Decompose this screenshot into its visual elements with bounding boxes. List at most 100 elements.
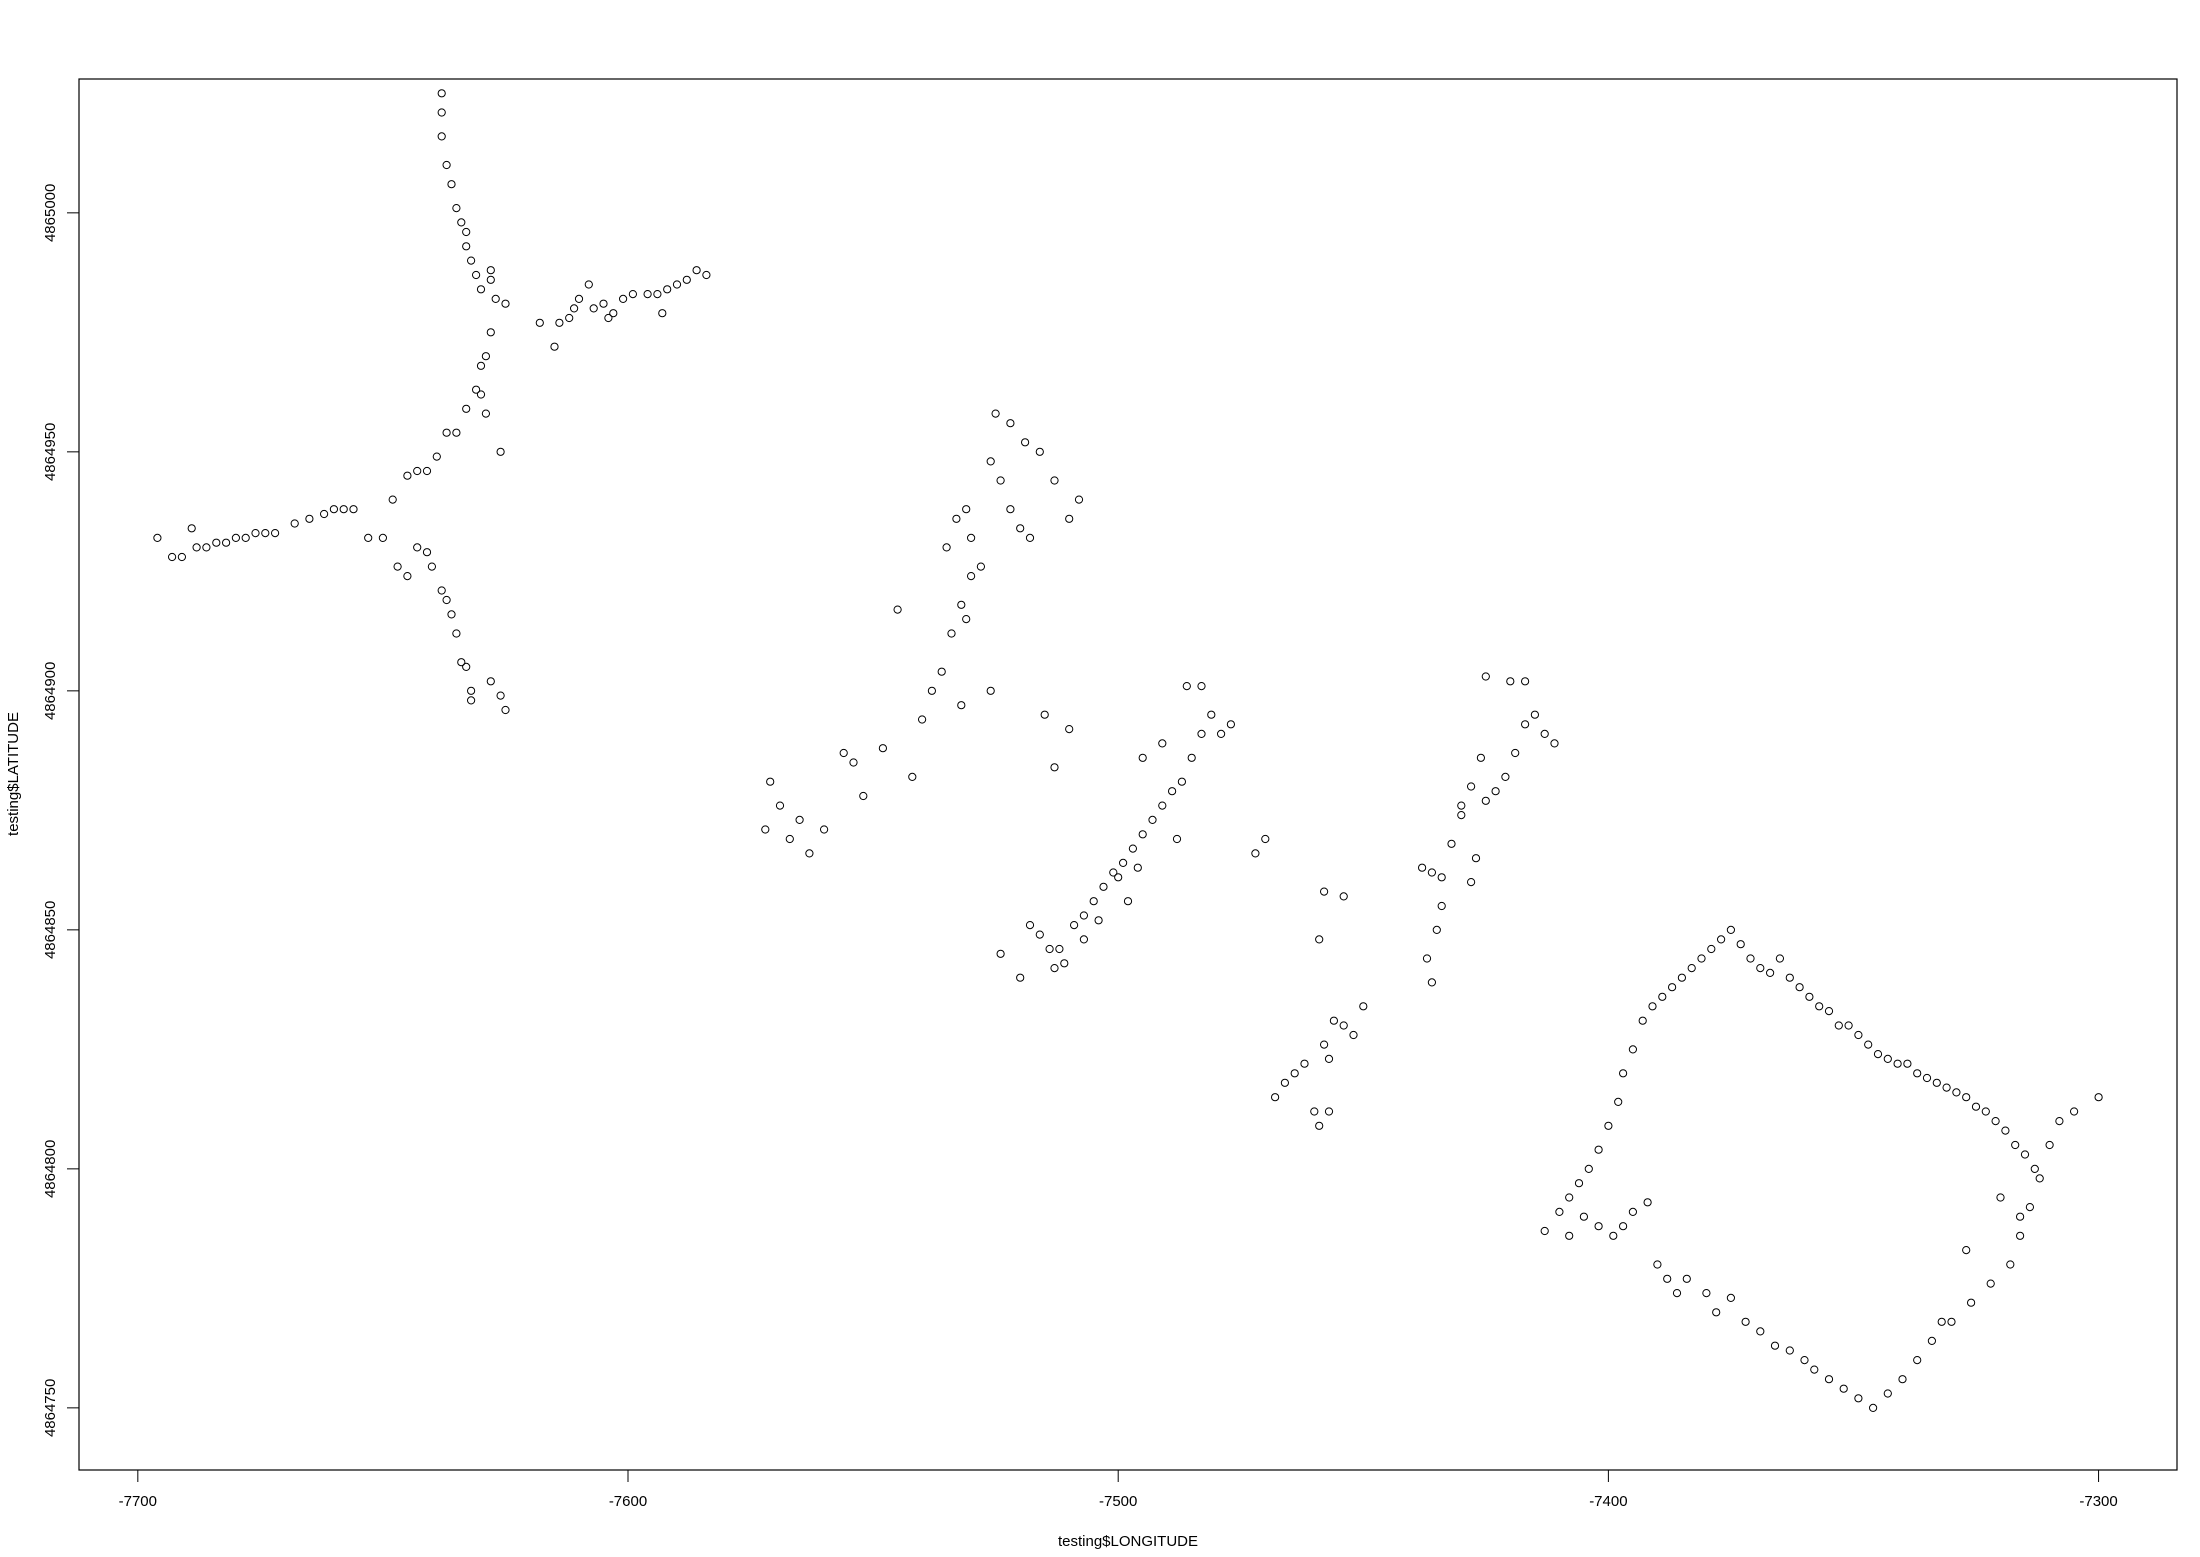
data-point [976,562,986,571]
x-tick-label: -7600 [609,1493,647,1510]
data-point [1310,1107,1319,1116]
data-point [472,385,481,394]
data-point [761,825,770,834]
data-point [1016,524,1025,533]
data-point [1099,882,1108,891]
data-point [1903,1059,1912,1068]
data-point [1775,954,1785,963]
data-point [1947,1317,1956,1326]
data-point [986,457,995,466]
data-point [378,533,387,543]
data-point [364,533,373,543]
data-point [462,227,471,237]
data-point [413,543,422,552]
data-point [996,476,1005,485]
data-point [1035,447,1044,456]
data-point [1594,1145,1603,1154]
data-point [820,825,829,834]
data-point [1770,1341,1780,1350]
data-point [329,505,338,514]
data-point [393,562,402,571]
data-point [702,270,711,280]
data-point [1668,983,1677,992]
data-point [290,519,299,528]
data-point [550,342,559,351]
data-point [1217,729,1226,739]
data-point [599,299,608,308]
data-point [472,270,481,280]
data-point [619,294,628,303]
data-point [2025,1203,2035,1212]
data-point [2055,1117,2064,1126]
data-point [403,572,412,581]
data-point [1025,921,1035,930]
data-point [1128,844,1138,853]
data-point [570,304,579,313]
data-point [222,538,231,547]
data-point [1040,710,1049,719]
data-point [952,514,961,523]
data-point [991,409,1000,418]
data-point [486,266,495,275]
data-point [1844,1021,1853,1030]
data-point [1324,1054,1334,1064]
data-point [1050,476,1059,485]
data-point [1021,438,1030,447]
data-point [339,505,348,514]
data-point [1619,1222,1628,1231]
data-point [1177,777,1187,786]
data-point [1422,954,1432,963]
data-point [1315,1121,1324,1130]
data-point [967,572,976,581]
data-point [604,313,613,323]
data-point [682,275,691,284]
x-axis: -7700 -7600 -7500 -7400 -7300 [119,1469,2118,1510]
data-point [422,466,432,476]
data-point [1785,1346,1794,1355]
data-point [1672,1289,1682,1298]
data-point [467,256,476,265]
data-point [2016,1212,2025,1221]
data-point [467,686,476,695]
data-point [1726,1293,1736,1303]
data-point [457,218,466,227]
data-point [486,275,495,284]
data-point [467,696,476,705]
data-point [2011,1140,2020,1150]
data-point [1736,940,1745,949]
data-point [658,309,667,318]
data-point [261,529,270,538]
data-point [1182,682,1191,691]
data-point [496,447,505,456]
data-point [1511,748,1520,758]
data-point [1913,1069,1922,1078]
data-points [153,89,2103,1413]
data-point [1070,921,1079,930]
data-point [1320,887,1329,896]
data-point [1756,1327,1765,1336]
data-point [584,280,593,289]
data-point [1207,710,1216,719]
data-point [1432,925,1441,935]
data-point [1187,753,1196,762]
data-point [1638,1016,1647,1025]
data-point [496,691,505,700]
data-point [1050,763,1059,772]
data-point [437,108,446,117]
data-point [1172,834,1182,844]
data-point [476,390,486,399]
data-point [1016,973,1025,982]
data-point [1329,1016,1339,1025]
data-point [1476,753,1486,762]
data-point [1339,892,1348,901]
data-point [1756,964,1765,973]
data-point [1079,911,1089,920]
data-point [1584,1164,1593,1174]
data-point [1457,801,1466,810]
data-point [1697,954,1706,963]
data-point [1065,514,1074,523]
data-point [1677,973,1687,982]
data-point [1467,878,1476,887]
data-point [1359,1002,1368,1011]
data-point [609,309,618,318]
